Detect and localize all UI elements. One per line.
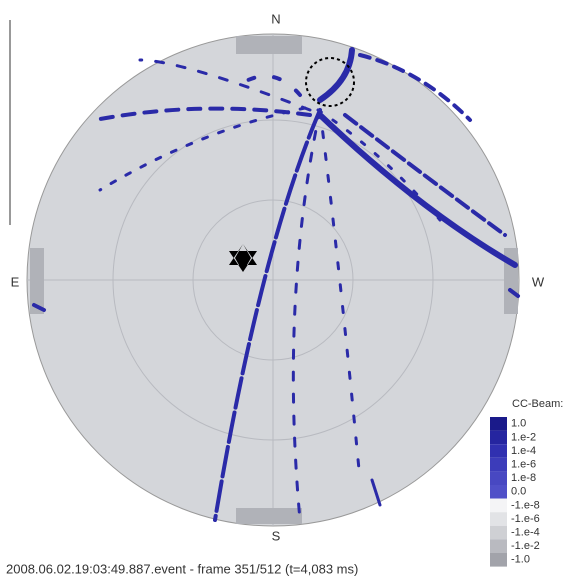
edge-tile <box>236 36 302 54</box>
source-star <box>229 244 257 272</box>
colorbar-swatch <box>490 430 507 445</box>
west-label: W <box>532 274 545 289</box>
colorbar-swatch <box>490 525 507 540</box>
east-label: E <box>11 274 20 289</box>
colorbar-label: -1.e-4 <box>511 527 540 539</box>
edge-tile <box>30 248 44 314</box>
colorbar-label: 1.e-8 <box>511 472 536 484</box>
caption: 2008.06.02.19:03:49.887.event - frame 35… <box>6 561 358 576</box>
colorbar-label: 1.e-4 <box>511 445 536 457</box>
colorbar-swatch <box>490 553 507 567</box>
colorbar-title: CC-Beam: <box>512 398 563 410</box>
colorbar-swatch <box>490 471 507 485</box>
colorbar-label: 1.e-2 <box>511 431 536 443</box>
colorbar-swatch <box>490 444 507 458</box>
colorbar-label: 1.0 <box>511 418 526 430</box>
north-label: N <box>271 11 280 26</box>
streaks <box>32 47 520 522</box>
colorbar-label: -1.e-6 <box>511 513 540 525</box>
colorbar-label: -1.e-8 <box>511 499 540 511</box>
edge-tile <box>236 508 302 524</box>
colorbar-swatch <box>490 417 507 431</box>
colorbar-label: -1.0 <box>511 554 530 566</box>
colorbar-label: 1.e-6 <box>511 459 536 471</box>
south-label: S <box>272 528 281 543</box>
colorbar-swatch <box>490 498 507 513</box>
colorbar-swatch <box>490 457 507 472</box>
colorbar: CC-Beam: 1.01.e-21.e-41.e-61.e-80.0-1.e-… <box>490 398 563 567</box>
colorbar-swatch <box>490 512 507 526</box>
colorbar-swatch <box>490 485 507 499</box>
colorbar-swatch <box>490 539 507 553</box>
colorbar-label: 0.0 <box>511 486 526 498</box>
colorbar-label: -1.e-2 <box>511 540 540 552</box>
highlight-circle <box>305 57 355 107</box>
